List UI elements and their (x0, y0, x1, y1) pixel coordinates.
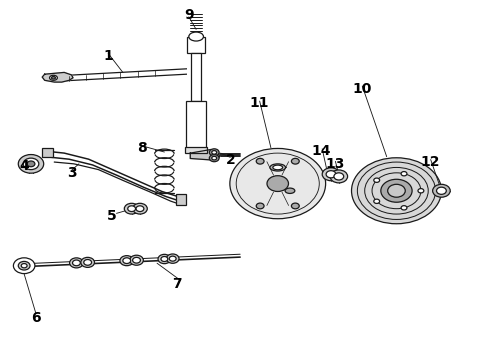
Circle shape (212, 150, 217, 154)
Ellipse shape (270, 164, 286, 171)
Circle shape (120, 256, 134, 266)
Circle shape (267, 176, 289, 192)
Text: 3: 3 (67, 166, 76, 180)
Text: 14: 14 (311, 144, 330, 158)
Bar (191, 53, 201, 101)
Circle shape (84, 260, 92, 265)
Circle shape (401, 172, 407, 176)
Ellipse shape (49, 75, 57, 80)
Circle shape (292, 158, 299, 164)
Circle shape (13, 258, 35, 274)
Circle shape (136, 206, 144, 212)
Bar (186, 101, 206, 148)
Circle shape (292, 203, 299, 209)
Circle shape (169, 256, 176, 261)
Polygon shape (190, 149, 220, 160)
Circle shape (433, 184, 450, 197)
Bar (42, 148, 53, 157)
Circle shape (334, 173, 343, 180)
Text: 8: 8 (138, 141, 147, 155)
Circle shape (322, 168, 340, 181)
Circle shape (330, 170, 347, 183)
Circle shape (27, 161, 35, 167)
Text: 10: 10 (353, 82, 372, 95)
Circle shape (161, 256, 168, 261)
Circle shape (133, 203, 147, 214)
Circle shape (23, 158, 39, 170)
Circle shape (158, 255, 171, 264)
Circle shape (21, 264, 27, 268)
Circle shape (18, 154, 44, 173)
Circle shape (130, 255, 144, 265)
Ellipse shape (273, 165, 283, 170)
Text: 2: 2 (225, 153, 235, 167)
Circle shape (381, 179, 412, 202)
Circle shape (418, 189, 424, 193)
Text: 13: 13 (326, 157, 345, 171)
Ellipse shape (51, 77, 55, 79)
Circle shape (70, 258, 83, 268)
Circle shape (437, 187, 446, 194)
Circle shape (326, 171, 336, 178)
Circle shape (374, 178, 380, 183)
Circle shape (209, 149, 219, 156)
Circle shape (123, 258, 131, 264)
Polygon shape (42, 72, 73, 82)
Text: 1: 1 (103, 49, 113, 63)
Circle shape (209, 154, 219, 162)
Circle shape (230, 148, 326, 219)
Circle shape (256, 158, 264, 164)
Circle shape (18, 261, 30, 270)
Text: 12: 12 (421, 155, 441, 169)
Circle shape (81, 257, 95, 267)
Circle shape (133, 257, 141, 263)
Circle shape (388, 184, 405, 197)
Circle shape (212, 156, 217, 160)
Text: 4: 4 (19, 159, 29, 173)
Text: 5: 5 (107, 209, 117, 223)
Bar (175, 194, 186, 205)
Circle shape (128, 206, 136, 212)
Circle shape (166, 254, 179, 263)
Text: 6: 6 (31, 311, 41, 325)
Circle shape (73, 260, 80, 266)
Ellipse shape (285, 188, 295, 193)
Circle shape (256, 203, 264, 209)
Circle shape (374, 199, 380, 203)
Text: 7: 7 (172, 277, 181, 291)
Bar (185, 147, 207, 153)
Text: 9: 9 (184, 8, 194, 22)
Circle shape (124, 203, 139, 214)
Ellipse shape (189, 32, 203, 41)
Circle shape (351, 158, 441, 224)
Bar (187, 37, 205, 53)
Text: 11: 11 (250, 96, 270, 110)
Circle shape (401, 206, 407, 210)
